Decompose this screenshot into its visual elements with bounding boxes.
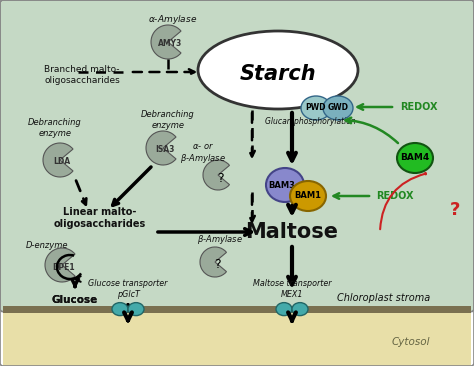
- Text: $\alpha$-Amylase: $\alpha$-Amylase: [148, 14, 198, 26]
- Wedge shape: [200, 247, 227, 277]
- Ellipse shape: [301, 96, 331, 120]
- Ellipse shape: [112, 303, 128, 315]
- Text: Starch: Starch: [240, 64, 316, 84]
- Text: PWD: PWD: [306, 104, 326, 112]
- Text: Glucan phosphorylation: Glucan phosphorylation: [264, 117, 356, 127]
- Text: ?: ?: [217, 172, 223, 184]
- Text: ?: ?: [450, 201, 460, 219]
- Text: LDA: LDA: [54, 157, 71, 167]
- Wedge shape: [146, 131, 176, 165]
- Wedge shape: [43, 143, 73, 177]
- Text: AMY3: AMY3: [158, 40, 182, 49]
- Ellipse shape: [323, 96, 353, 120]
- Ellipse shape: [292, 303, 308, 315]
- Text: Glucose: Glucose: [52, 295, 98, 305]
- Text: Glucose: Glucose: [52, 295, 98, 305]
- Text: BAM4: BAM4: [401, 153, 429, 163]
- Ellipse shape: [276, 303, 292, 315]
- Text: Chloroplast stroma: Chloroplast stroma: [337, 293, 430, 303]
- Text: Branched malto-
oligosaccharides: Branched malto- oligosaccharides: [44, 65, 120, 85]
- Bar: [3, 306, 471, 313]
- Bar: [3, 313, 471, 366]
- Text: GWD: GWD: [328, 104, 348, 112]
- Text: Debranching
enzyme: Debranching enzyme: [141, 110, 195, 130]
- Ellipse shape: [397, 143, 433, 173]
- Wedge shape: [45, 248, 75, 282]
- Text: REDOX: REDOX: [400, 102, 438, 112]
- FancyBboxPatch shape: [0, 0, 474, 311]
- Ellipse shape: [290, 181, 326, 211]
- Text: ISA3: ISA3: [155, 146, 175, 154]
- Text: Debranching
enzyme: Debranching enzyme: [28, 118, 82, 138]
- Text: D-enzyme: D-enzyme: [26, 240, 68, 250]
- Ellipse shape: [198, 31, 358, 109]
- Text: Maltose transporter
MEX1: Maltose transporter MEX1: [253, 279, 331, 299]
- Text: ?: ?: [214, 258, 220, 272]
- Text: DPE1: DPE1: [53, 262, 75, 272]
- Text: BAM1: BAM1: [294, 191, 321, 201]
- Ellipse shape: [266, 168, 304, 202]
- Wedge shape: [151, 25, 181, 59]
- Ellipse shape: [128, 303, 144, 315]
- Text: $\alpha$- or
$\beta$-Amylase: $\alpha$- or $\beta$-Amylase: [180, 141, 226, 165]
- Text: REDOX: REDOX: [376, 191, 413, 201]
- Text: Glucose transporter
pGlcT: Glucose transporter pGlcT: [88, 279, 168, 299]
- Text: Linear malto-
oligosaccharides: Linear malto- oligosaccharides: [54, 207, 146, 229]
- Text: BAM3: BAM3: [269, 180, 295, 190]
- Text: $\beta$-Amylase: $\beta$-Amylase: [197, 234, 243, 246]
- FancyArrowPatch shape: [380, 173, 426, 229]
- Text: Maltose: Maltose: [246, 222, 338, 242]
- Wedge shape: [203, 160, 229, 190]
- Text: Cytosol: Cytosol: [392, 337, 430, 347]
